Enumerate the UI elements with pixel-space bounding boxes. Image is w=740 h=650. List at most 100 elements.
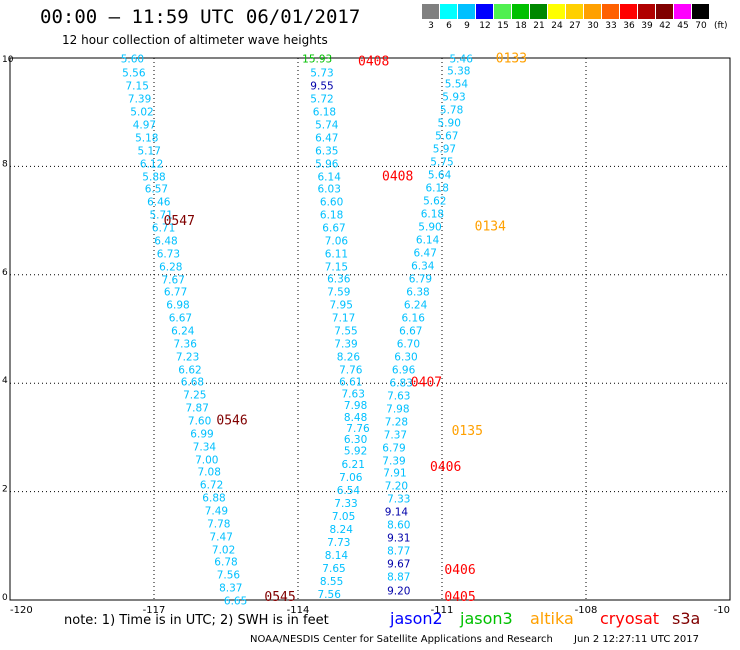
wave-height-reading: 7.00	[195, 454, 218, 466]
wave-height-reading: 7.05	[332, 511, 355, 523]
wave-height-reading: 7.33	[334, 498, 357, 510]
wave-height-reading: 5.18	[135, 132, 158, 144]
wave-height-reading: 5.97	[433, 143, 456, 155]
wave-height-reading: 7.76	[346, 423, 370, 435]
wave-height-reading: 9.31	[387, 532, 410, 544]
wave-height-reading: 5.17	[138, 145, 161, 157]
wave-height-reading: 7.25	[183, 389, 206, 401]
wave-height-reading: 7.15	[325, 261, 348, 273]
satellite-legend-s3a: s3a	[672, 609, 701, 628]
pass-time-label: 0408	[358, 55, 389, 70]
wave-height-reading: 6.98	[166, 299, 189, 311]
wave-height-reading: 6.78	[214, 556, 237, 568]
pass-time-label: 0408	[382, 169, 413, 184]
wave-height-reading: 5.92	[344, 446, 367, 458]
pass-time-label: 0407	[411, 375, 442, 390]
legend-label: 12	[479, 21, 491, 31]
legend-label: 45	[677, 21, 689, 31]
wave-height-reading: 6.83	[390, 377, 413, 389]
legend-label: 9	[464, 21, 470, 31]
wave-height-reading: 6.67	[169, 312, 192, 324]
legend-label: 39	[641, 21, 653, 31]
wave-height-reading: 7.06	[339, 472, 363, 484]
wave-height-reading: 5.88	[142, 171, 165, 183]
wave-height-reading: 7.56	[217, 569, 241, 581]
wave-height-reading: 5.73	[310, 67, 333, 79]
pass-time-label: 0135	[452, 424, 483, 439]
wave-height-reading: 7.76	[339, 364, 363, 376]
wave-height-reading: 8.60	[387, 519, 410, 531]
pass-time-label: 0134	[475, 219, 506, 234]
legend-swatch	[494, 4, 511, 19]
legend-swatch	[602, 4, 619, 19]
wave-height-reading: 7.39	[382, 456, 405, 468]
wave-height-reading: 7.39	[334, 338, 357, 350]
satellite-legend-altika: altika	[530, 609, 574, 628]
legend-label: 42	[659, 21, 671, 31]
wave-height-reading: 6.62	[178, 364, 201, 376]
generated-timestamp: Jun 2 12:27:11 UTC 2017	[574, 634, 699, 645]
wave-height-reading: 6.47	[315, 132, 338, 144]
wave-height-reading: 5.62	[423, 195, 446, 207]
wave-height-reading: 7.49	[205, 505, 228, 517]
wave-height-reading: 6.88	[202, 492, 225, 504]
wave-height-reading: 6.24	[171, 325, 195, 337]
legend-swatch	[548, 4, 565, 19]
wave-height-reading: 7.98	[344, 400, 367, 412]
wave-height-reading: 6.46	[147, 196, 171, 208]
wave-height-reading: 6.18	[426, 182, 449, 194]
legend-label: 36	[623, 21, 635, 31]
wave-height-reading: 7.17	[332, 312, 355, 324]
wave-height-reading: 5.71	[150, 209, 173, 221]
wave-height-reading: 6.24	[404, 299, 428, 311]
wave-height-reading: 6.11	[325, 248, 348, 260]
x-tick-label: -10	[714, 605, 730, 616]
legend-swatch	[422, 4, 439, 19]
x-tick-label: -108	[575, 605, 598, 616]
legend-swatch	[584, 4, 601, 19]
legend-swatch	[638, 4, 655, 19]
wave-height-reading: 5.56	[122, 67, 146, 79]
wave-height-reading: 5.60	[121, 53, 144, 65]
wave-height-reading: 5.78	[440, 104, 463, 116]
wave-height-reading: 6.79	[382, 442, 405, 454]
wave-height-reading: 5.46	[450, 53, 474, 65]
wave-height-reading: 7.34	[193, 441, 217, 453]
wave-height-reading: 6.12	[140, 158, 163, 170]
wave-height-reading: 6.21	[342, 459, 365, 471]
wave-height-reading: 7.55	[334, 325, 357, 337]
wave-height-reading: 9.14	[385, 506, 409, 518]
wave-height-reading: 7.37	[384, 429, 407, 441]
legend-label: 24	[551, 21, 563, 31]
wave-height-reading: 7.63	[342, 388, 365, 400]
wave-height-reading: 8.77	[387, 545, 410, 557]
wave-height-reading: 6.72	[200, 479, 223, 491]
wave-height-reading: 9.20	[387, 586, 410, 598]
y-tick-label: 2	[2, 485, 8, 495]
wave-height-reading: 8.24	[330, 524, 354, 536]
wave-height-reading: 8.55	[320, 576, 343, 588]
wave-height-reading: 7.08	[198, 466, 221, 478]
wave-height-reading: 7.59	[327, 286, 350, 298]
wave-height-reading: 5.90	[438, 117, 461, 129]
footer-note: note: 1) Time is in UTC; 2) SWH is in fe…	[64, 613, 329, 628]
y-tick-label: 6	[2, 268, 8, 278]
wave-height-reading: 6.18	[313, 106, 336, 118]
wave-height-reading: 9.67	[387, 558, 410, 570]
wave-height-reading: 8.26	[337, 351, 361, 363]
wave-height-reading: 6.16	[402, 312, 426, 324]
legend-label: 15	[497, 21, 509, 31]
wave-height-reading: 8.37	[219, 582, 242, 594]
pass-time-label: 0546	[216, 413, 247, 428]
wave-height-reading: 6.96	[392, 364, 416, 376]
wave-height-reading: 8.14	[325, 550, 349, 562]
wave-height-reading: 7.91	[383, 467, 406, 479]
wave-height-reading: 6.47	[414, 247, 437, 259]
x-tick-label: -120	[10, 605, 33, 616]
legend-label: 30	[587, 21, 599, 31]
wave-height-reading: 7.87	[186, 402, 209, 414]
legend-label: 33	[605, 21, 617, 31]
wave-height-reading: 7.73	[327, 537, 350, 549]
wave-height-reading: 6.67	[399, 325, 422, 337]
